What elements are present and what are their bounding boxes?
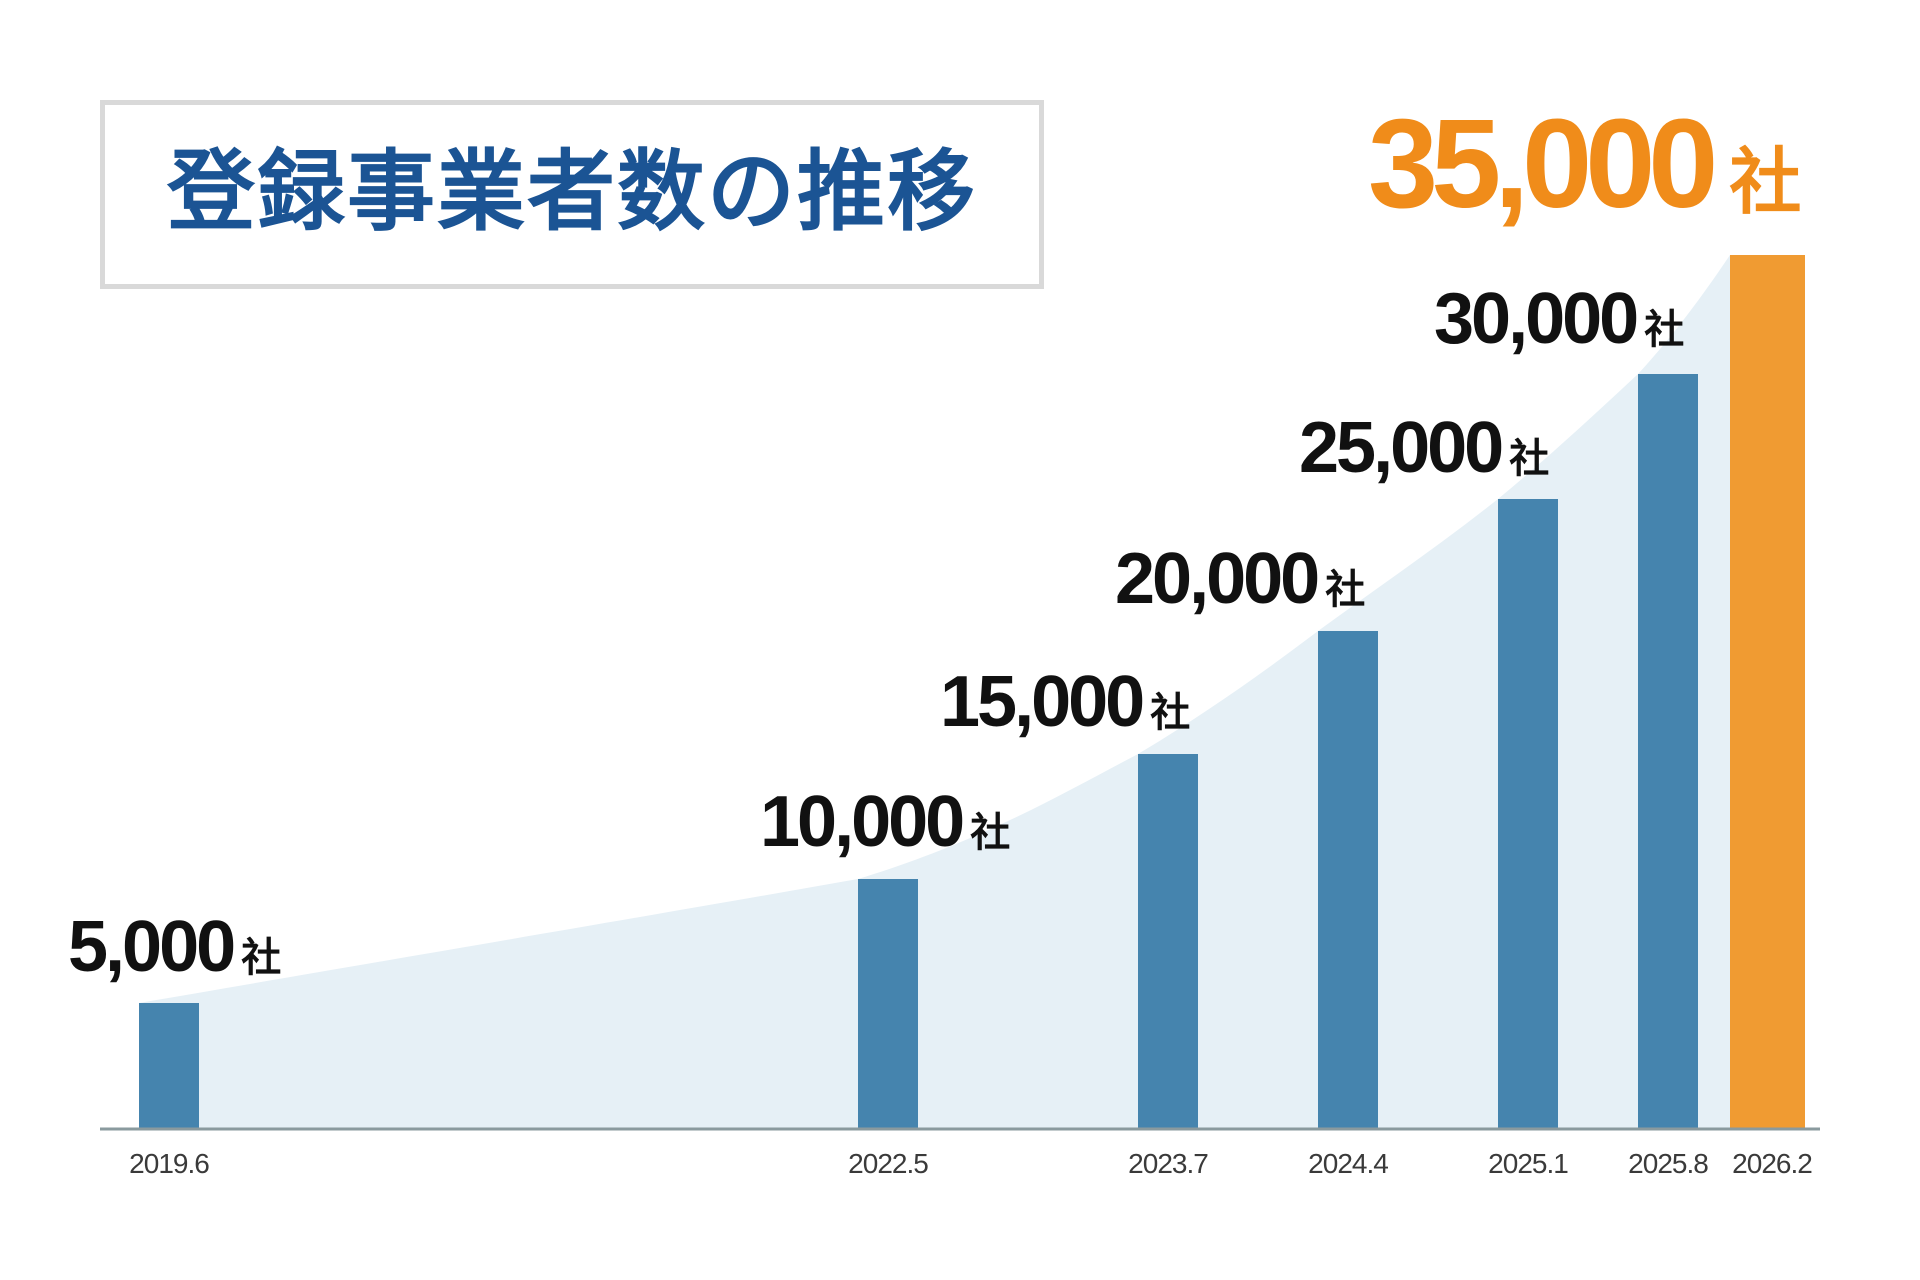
growth-area xyxy=(139,255,1730,1129)
bar-2022-5 xyxy=(858,879,918,1129)
x-label-2023-7: 2023.7 xyxy=(1128,1148,1209,1179)
value-label-2026-2-highlight: 35,000 社 xyxy=(1368,93,1802,234)
x-label-2019-6: 2019.6 xyxy=(129,1148,210,1179)
value-label-2024-4: 20,000 社 xyxy=(1115,539,1366,619)
bar-2026-2-highlight xyxy=(1730,255,1805,1129)
chart-title-box: 登録事業者数の推移 xyxy=(100,100,1044,289)
chart-title: 登録事業者数の推移 xyxy=(166,139,977,243)
bar-2023-7 xyxy=(1138,754,1198,1129)
value-label-2023-7: 15,000 社 xyxy=(940,662,1191,742)
value-label-2019-6: 5,000 社 xyxy=(68,907,282,987)
value-label-2025-1: 25,000 社 xyxy=(1299,408,1550,488)
bar-2025-1 xyxy=(1498,499,1558,1129)
bars xyxy=(139,255,1805,1129)
x-label-2022-5: 2022.5 xyxy=(848,1148,929,1179)
bar-2025-8 xyxy=(1638,374,1698,1129)
x-label-2025-8: 2025.8 xyxy=(1628,1148,1709,1179)
x-label-2026-2: 2026.2 xyxy=(1732,1148,1813,1179)
value-label-2025-8: 30,000 社 xyxy=(1434,279,1685,359)
bar-2019-6 xyxy=(139,1003,199,1129)
bar-2024-4 xyxy=(1318,631,1378,1129)
x-label-2024-4: 2024.4 xyxy=(1308,1148,1389,1179)
value-label-2022-5: 10,000 社 xyxy=(760,782,1011,862)
x-label-2025-1: 2025.1 xyxy=(1488,1148,1569,1179)
